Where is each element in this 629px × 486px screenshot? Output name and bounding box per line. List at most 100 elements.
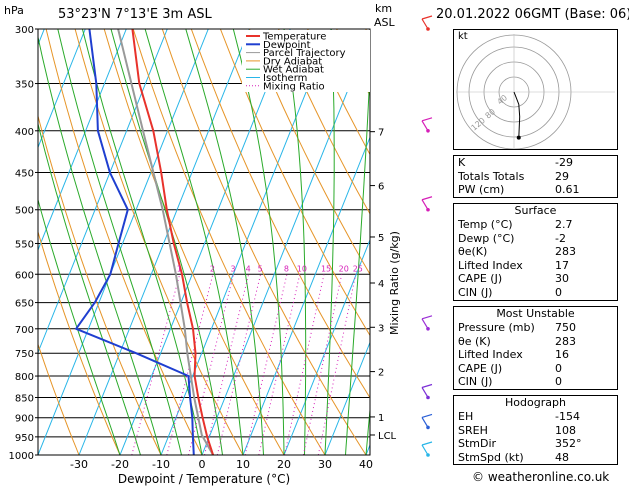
wet-adiabat-line — [144, 29, 244, 455]
temperature-line — [131, 29, 215, 455]
hodograph-row: EH -154 — [458, 410, 580, 423]
dewpoint-line — [75, 29, 195, 455]
dry-adiabat-line — [38, 342, 80, 455]
wind-barb-dot — [426, 326, 430, 331]
height-tick-label: 6 — [378, 182, 384, 193]
hodograph-table: Hodograph EH -154 SREH 108 StmDir 352° StmS… — [453, 395, 618, 466]
pressure-tick-label: 700 — [15, 325, 34, 336]
isotherm-line — [283, 238, 370, 455]
wind-barb-dot — [426, 27, 430, 31]
temperature-tick-label: -30 — [70, 458, 88, 471]
hodograph-table-title: Hodograph — [505, 396, 566, 409]
temperature-tick-label: -10 — [152, 458, 170, 471]
hodograph-storm-dot — [516, 135, 521, 140]
isotherm-line — [38, 29, 86, 149]
parcel-trajectory-line — [117, 29, 214, 455]
dry-adiabat-line — [38, 114, 162, 455]
unstable-row: CIN (J) 0 — [458, 375, 562, 389]
dry-adiabat-line — [38, 230, 121, 455]
hodograph: 40 80 120 kt — [453, 29, 618, 150]
isotherm-line — [38, 29, 168, 354]
dry-adiabat-line — [190, 29, 370, 399]
surface-row: CIN (J) 0 — [458, 285, 562, 299]
wind-barb — [421, 120, 429, 132]
wind-barb — [421, 199, 429, 211]
asl-label: ASL — [374, 16, 395, 29]
mixing-ratio-label: 20 — [339, 264, 349, 273]
isotherm-line — [201, 33, 370, 455]
dry-adiabat-line — [45, 29, 203, 455]
hodograph-row: SREH 108 — [458, 423, 576, 437]
temperature-tick-label: 0 — [199, 458, 206, 471]
surface-row: CAPE (J) 30 — [458, 272, 569, 286]
legend-label: Wet Adiabat — [263, 65, 324, 76]
legend-label: Mixing Ratio — [263, 81, 325, 92]
pressure-tick-label: 900 — [15, 414, 34, 425]
legend-label: Temperature — [262, 32, 326, 43]
mixing-ratio-label: 10 — [297, 264, 307, 273]
dry-adiabat-line — [74, 29, 244, 455]
pressure-tick-label: 300 — [15, 25, 34, 36]
mixing-ratio-line — [302, 274, 343, 455]
wind-barb-flag — [421, 196, 433, 201]
wind-barb — [421, 18, 429, 30]
mixing-ratio-line — [317, 274, 357, 455]
wet-adiabat-line — [110, 29, 223, 455]
pressure-tick-label: 550 — [15, 239, 34, 250]
datetime-label: 20.01.2022 06GMT (Base: 06) — [436, 7, 629, 22]
isotherm-line — [38, 29, 209, 455]
mixing-ratio-line — [244, 274, 288, 455]
wet-adiabat-line — [345, 57, 370, 455]
height-tick-label: 2 — [378, 368, 384, 379]
copyright-footer: © weatheronline.co.uk — [472, 470, 610, 484]
wind-barb-flag — [421, 441, 433, 446]
plot-frame — [37, 28, 371, 456]
legend-label: Parcel Trajectory — [263, 48, 346, 59]
mixing-ratio-label: 3 — [230, 264, 235, 273]
hodograph-row: StmDir 352° — [458, 437, 582, 451]
indices-table: K -29 Totals Totals 29 PW (cm) 0.61 — [453, 155, 618, 198]
surface-table: Surface Temp (°C) 2.7 Dewp (°C) -2 θe(K) 28… — [453, 203, 618, 301]
legend-label: Dry Adiabat — [263, 56, 322, 67]
unstable-title: Most Unstable — [496, 307, 575, 320]
hodograph-ring-label: 40 — [496, 93, 510, 106]
height-tick-label: 1 — [378, 413, 384, 424]
wind-barb-dot — [426, 425, 430, 430]
index-row-k: K -29 — [458, 156, 573, 169]
hodograph-ring-label: 120 — [470, 116, 487, 133]
unstable-row: θe (K) 283 — [458, 334, 576, 348]
wet-adiabat-line — [81, 29, 203, 455]
surface-title: Surface — [514, 204, 557, 217]
hodograph-trace — [513, 91, 521, 138]
legend-label: Dewpoint — [263, 40, 311, 51]
height-tick-label: 7 — [378, 128, 384, 139]
isotherm-line — [242, 135, 370, 455]
mixing-ratio-label: 5 — [258, 264, 263, 273]
wind-barb — [421, 417, 429, 428]
pressure-tick-label: 400 — [15, 127, 34, 138]
mixing-ratio-line — [204, 274, 250, 455]
surface-row: Dewp (°C) -2 — [458, 231, 566, 245]
isotherm-line — [119, 29, 291, 455]
height-tick-label: 5 — [378, 233, 384, 244]
mixing-ratio-label: 8 — [284, 264, 289, 273]
hpa-label: hPa — [4, 4, 24, 17]
hodograph-ring-label: 80 — [484, 107, 498, 120]
mixing-ratio-axis-label: Mixing Ratio (g/kg) — [388, 231, 401, 335]
wind-barb-dot — [426, 453, 430, 457]
wind-barb-dot — [426, 128, 430, 133]
temperature-tick-label: 10 — [236, 458, 250, 471]
mixing-ratio-line — [216, 274, 262, 455]
index-row-pw: PW (cm) 0.61 — [458, 183, 580, 197]
mixing-ratio-label: 25 — [353, 264, 363, 273]
dry-adiabat-line — [219, 29, 370, 337]
wet-adiabat-line — [185, 29, 264, 455]
temperature-tick-label: 30 — [318, 458, 332, 471]
unstable-row: Lifted Index 16 — [458, 348, 569, 362]
wind-barb-dot — [426, 395, 430, 400]
wind-barb-flag — [421, 117, 433, 122]
mixing-ratio-line — [284, 274, 325, 455]
unstable-row: CAPE (J) 0 — [458, 361, 562, 375]
wind-barb-flag — [421, 315, 433, 320]
